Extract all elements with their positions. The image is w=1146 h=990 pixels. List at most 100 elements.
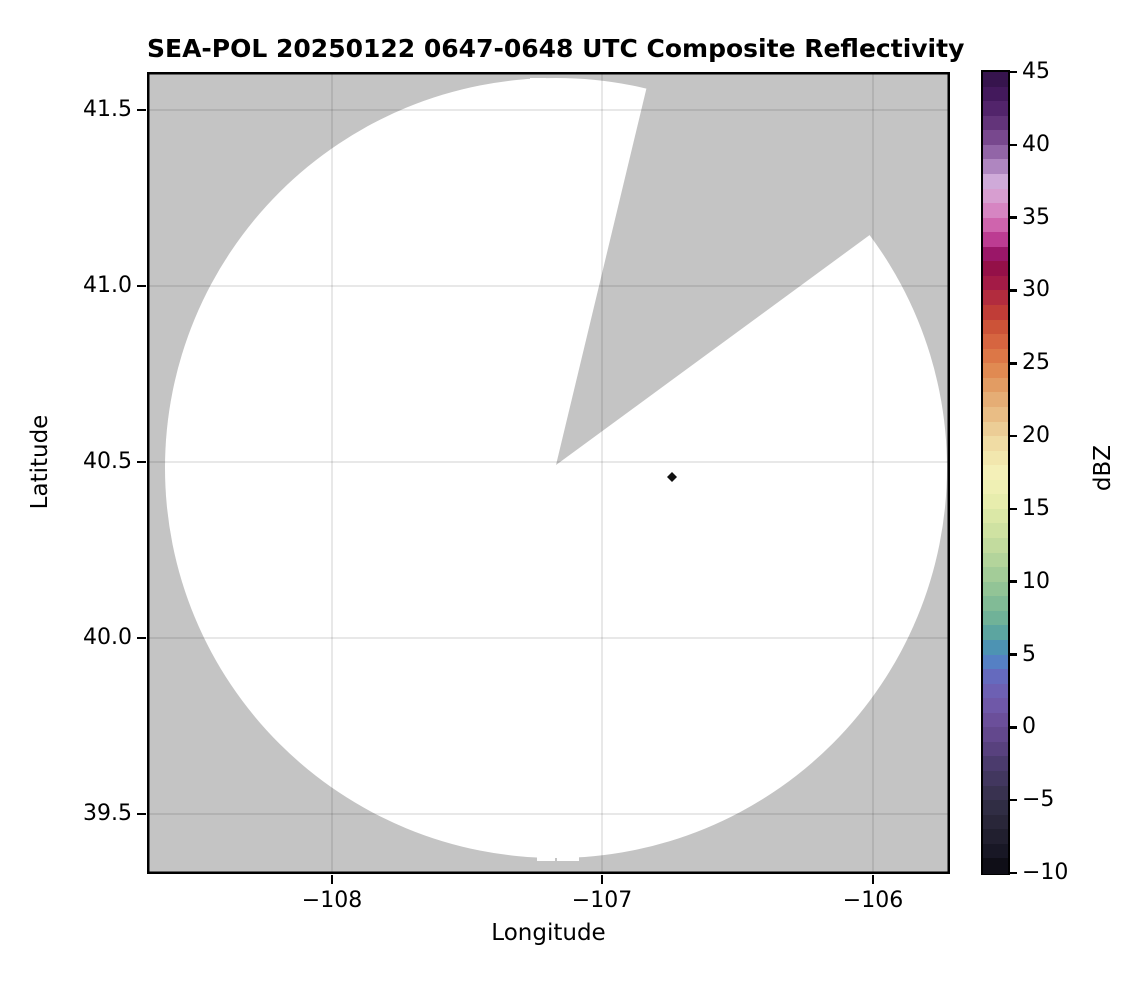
colorbar-band — [983, 290, 1008, 306]
y-tick-label: 40.0 — [83, 625, 132, 650]
colorbar-band — [983, 130, 1008, 146]
colorbar-band — [983, 115, 1008, 131]
colorbar-tick-label: 20 — [1022, 423, 1050, 449]
colorbar-band — [983, 86, 1008, 102]
colorbar-band — [983, 567, 1008, 583]
colorbar-band — [983, 217, 1008, 233]
colorbar — [981, 70, 1010, 875]
colorbar-band — [983, 771, 1008, 787]
colorbar-tick-label: 40 — [1022, 131, 1050, 157]
colorbar-band — [983, 159, 1008, 175]
colorbar-tick-mark — [1009, 580, 1017, 583]
colorbar-band — [983, 203, 1008, 219]
coverage-edge-jag — [530, 78, 546, 84]
colorbar-band — [983, 523, 1008, 539]
colorbar-band — [983, 173, 1008, 190]
colorbar-band — [983, 785, 1008, 801]
y-tick-label: 40.5 — [83, 449, 132, 474]
colorbar-band — [983, 596, 1008, 612]
colorbar-band — [983, 232, 1008, 248]
colorbar-band — [983, 756, 1008, 772]
colorbar-tick-mark — [1009, 726, 1017, 729]
y-tick-label: 41.0 — [83, 273, 132, 298]
y-tick-mark — [137, 284, 146, 288]
colorbar-band — [983, 741, 1008, 758]
colorbar-band — [983, 377, 1008, 393]
colorbar-band — [983, 508, 1008, 525]
colorbar-band — [983, 829, 1008, 845]
colorbar-band — [983, 538, 1008, 554]
colorbar-tick-label: 0 — [1022, 714, 1036, 740]
colorbar-tick-mark — [1009, 653, 1017, 656]
colorbar-band — [983, 144, 1008, 160]
colorbar-tick-label: 30 — [1022, 277, 1050, 303]
colorbar-tick-label: 5 — [1022, 641, 1036, 667]
missing-sector-wedge — [556, 72, 950, 465]
x-tick-label: −106 — [842, 888, 904, 913]
x-tick-label: −107 — [571, 888, 633, 913]
colorbar-band — [983, 465, 1008, 481]
colorbar-band — [983, 479, 1008, 495]
colorbar-tick-label: 35 — [1022, 204, 1050, 230]
colorbar-band — [983, 698, 1008, 714]
colorbar-band — [983, 800, 1008, 816]
colorbar-tick-label: 25 — [1022, 350, 1050, 376]
colorbar-band — [983, 450, 1008, 466]
y-tick-mark — [137, 636, 146, 640]
echo-diamond-marker — [667, 472, 677, 482]
colorbar-band — [983, 392, 1008, 408]
colorbar-band — [983, 654, 1008, 670]
colorbar-tick-label: 45 — [1022, 59, 1050, 84]
colorbar-band — [983, 581, 1008, 597]
colorbar-label-text: dBZ — [1090, 444, 1116, 492]
colorbar-band — [983, 421, 1008, 437]
colorbar-band — [983, 814, 1008, 830]
colorbar-band — [983, 363, 1008, 379]
y-tick-mark — [137, 108, 146, 112]
colorbar-band — [983, 188, 1008, 204]
colorbar-band — [983, 610, 1008, 626]
colorbar-band — [983, 275, 1008, 292]
y-tick-label: 41.5 — [83, 97, 132, 122]
x-tick-mark — [871, 875, 875, 884]
y-tick-label: 39.5 — [83, 801, 132, 826]
colorbar-band — [983, 406, 1008, 423]
colorbar-tick-mark — [1009, 507, 1017, 511]
colorbar-tick-mark — [1009, 143, 1017, 147]
colorbar-band — [983, 261, 1008, 277]
colorbar-band — [983, 712, 1008, 728]
plot-title: SEA-POL 20250122 0647-0648 UTC Composite… — [147, 34, 965, 63]
colorbar-band — [983, 436, 1008, 452]
colorbar-band — [983, 246, 1008, 262]
colorbar-tick-mark — [1009, 216, 1017, 219]
y-tick-mark — [137, 460, 146, 464]
x-tick-mark — [600, 875, 604, 884]
x-axis-label: Longitude — [491, 920, 606, 946]
colorbar-tick-mark — [1009, 70, 1017, 74]
x-tick-mark — [330, 875, 334, 884]
coverage-edge-jag — [557, 857, 579, 861]
colorbar-band — [983, 552, 1008, 568]
colorbar-tick-label: −10 — [1022, 860, 1069, 885]
colorbar-band — [983, 858, 1008, 874]
colorbar-band — [983, 348, 1008, 364]
axes-spines — [147, 72, 950, 874]
colorbar-band — [983, 334, 1008, 350]
colorbar-tick-mark — [1009, 362, 1017, 365]
colorbar-tick-label: 10 — [1022, 568, 1050, 594]
plot-canvas — [147, 72, 950, 874]
colorbar-tick-mark — [1009, 434, 1017, 438]
colorbar-band — [983, 319, 1008, 335]
colorbar-tick-label: −5 — [1022, 787, 1055, 813]
colorbar-band — [983, 669, 1008, 685]
colorbar-band — [983, 843, 1008, 860]
colorbar-band — [983, 639, 1008, 656]
colorbar-band — [983, 625, 1008, 641]
colorbar-band — [983, 683, 1008, 699]
colorbar-tick-label: 15 — [1022, 495, 1050, 521]
colorbar-band — [983, 727, 1008, 743]
y-tick-mark — [137, 812, 146, 816]
y-axis-label-text: Latitude — [27, 414, 53, 510]
x-tick-label: −108 — [301, 888, 363, 913]
